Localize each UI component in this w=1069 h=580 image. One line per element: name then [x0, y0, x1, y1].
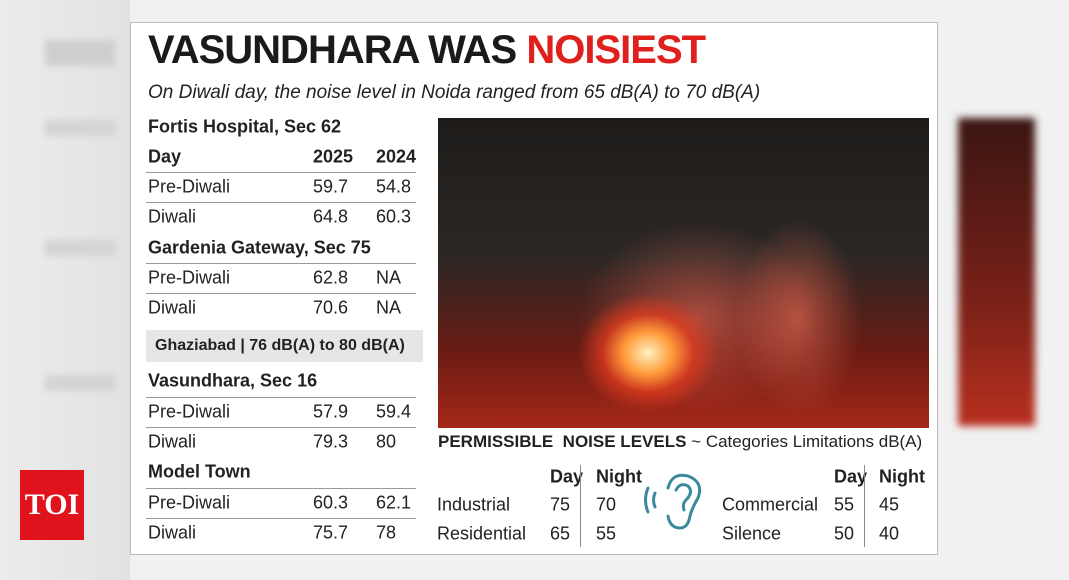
banner-bg [146, 330, 423, 362]
value: 64.8 [313, 206, 349, 227]
rule [146, 518, 416, 519]
section-name: Gardenia Gateway, Sec 75 [148, 237, 371, 258]
section-name: Model Town [148, 461, 251, 482]
value: 55 [834, 494, 855, 515]
row-label: Silence [722, 523, 782, 544]
value: 60.3 [376, 206, 412, 227]
rule [146, 293, 416, 294]
title-highlight: NOISIEST [526, 28, 706, 72]
value: 79.3 [313, 431, 349, 452]
blur-block [45, 40, 115, 66]
value: 54.8 [376, 176, 412, 197]
value: NA [376, 267, 402, 288]
value: 59.7 [313, 176, 349, 197]
blurred-image [958, 118, 1035, 426]
rule [146, 397, 416, 398]
value: 50 [834, 523, 855, 544]
row-label: Diwali [148, 206, 197, 227]
rule [146, 172, 416, 173]
value: 40 [879, 523, 900, 544]
row-label: Pre-Diwali [148, 401, 231, 422]
permissible-note: ~ Categories Limitations dB(A) [691, 432, 923, 451]
section-name: Fortis Hospital, Sec 62 [148, 116, 342, 137]
rule [146, 202, 416, 203]
rule [146, 263, 416, 264]
value: 80 [376, 431, 397, 452]
value: NA [376, 297, 402, 318]
column-header: 2024 [376, 146, 417, 167]
row-label: Diwali [148, 431, 197, 452]
value: 62.8 [313, 267, 349, 288]
row-label: Diwali [148, 522, 197, 543]
value: 60.3 [313, 492, 349, 513]
value: 75.7 [313, 522, 349, 543]
logo: TOI [20, 470, 84, 540]
subtitle: On Diwali day, the noise level in Noida … [148, 82, 761, 103]
column-header: Day [834, 466, 868, 487]
value: 45 [879, 494, 900, 515]
banner: Ghaziabad | 76 dB(A) to 80 dB(A) [155, 337, 405, 354]
value: 57.9 [313, 401, 349, 422]
row-label: Pre-Diwali [148, 492, 231, 513]
row-label: Pre-Diwali [148, 267, 231, 288]
row-label: Residential [437, 523, 527, 544]
value: 70 [596, 494, 617, 515]
permissible-heading: PERMISSIBLE NOISE LEVELS ~ Categories Li… [438, 432, 922, 452]
column-header: Night [879, 466, 925, 487]
blur-block [45, 120, 115, 136]
title-text: VASUNDHARA WAS [148, 28, 517, 72]
value: 62.1 [376, 492, 412, 513]
column-header: Day [148, 146, 182, 167]
blur-block [45, 375, 115, 391]
value: 78 [376, 522, 397, 543]
rule [864, 465, 865, 547]
value: 65 [550, 523, 571, 544]
value: 55 [596, 523, 617, 544]
value: 75 [550, 494, 571, 515]
column-header: 2025 [313, 146, 354, 167]
permissible-title: PERMISSIBLE NOISE LEVELS [438, 432, 687, 451]
value: 59.4 [376, 401, 412, 422]
ear-icon [644, 473, 702, 530]
rule [146, 488, 416, 489]
row-label: Pre-Diwali [148, 176, 231, 197]
column-header: Night [596, 466, 642, 487]
title: VASUNDHARA WAS NOISIEST [148, 28, 706, 73]
rule [580, 465, 581, 547]
blur-block [45, 240, 115, 256]
row-label: Industrial [437, 494, 511, 515]
column-header: Day [550, 466, 584, 487]
value: 70.6 [313, 297, 349, 318]
rule [146, 427, 416, 428]
section-name: Vasundhara, Sec 16 [148, 370, 318, 391]
row-label: Commercial [722, 494, 819, 515]
photo [438, 118, 929, 428]
row-label: Diwali [148, 297, 197, 318]
